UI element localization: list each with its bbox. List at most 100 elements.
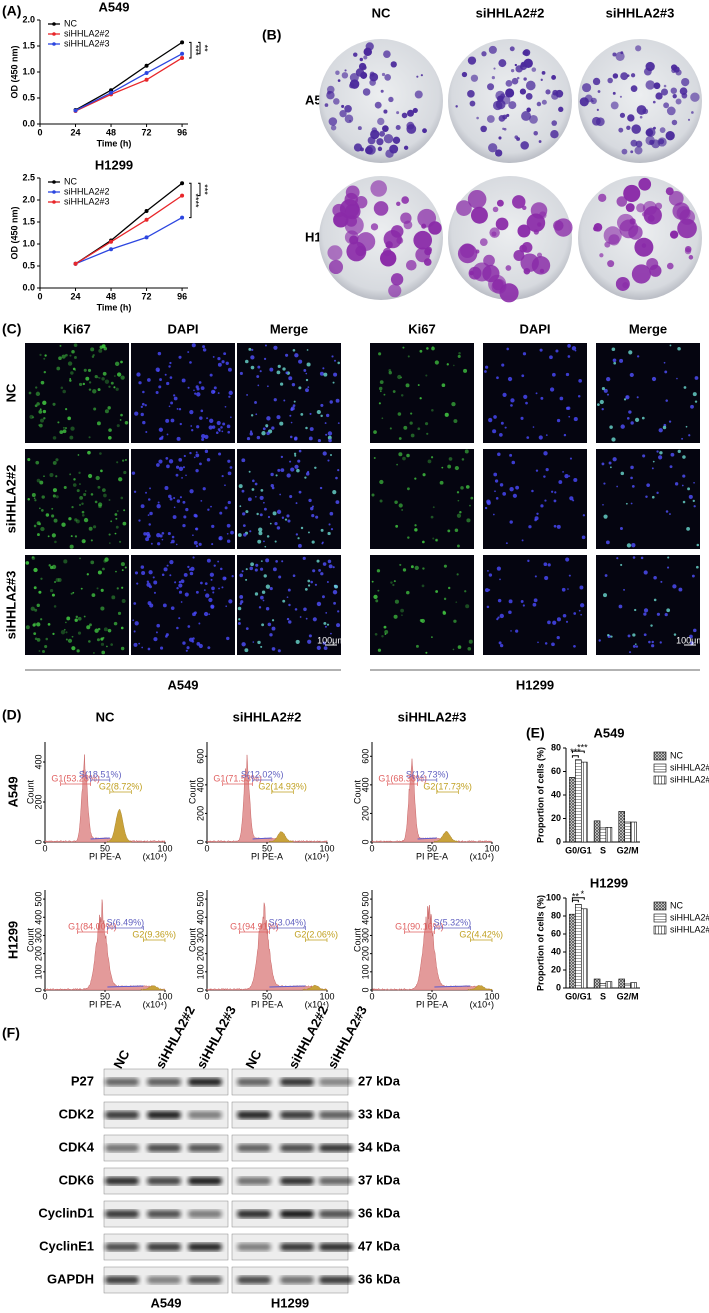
- cell-nucleus: [195, 453, 200, 458]
- cell-nucleus: [94, 500, 98, 504]
- colony: [382, 125, 389, 132]
- cell-nucleus: [148, 570, 153, 575]
- cell-nucleus: [457, 645, 462, 649]
- cell-nucleus: [422, 473, 426, 477]
- cell-nucleus: [77, 616, 82, 621]
- colony: [687, 118, 691, 121]
- gate-label: G1(53.28%): [51, 773, 100, 783]
- cell-nucleus: [146, 580, 150, 583]
- colony: [383, 50, 391, 58]
- cell-nucleus: [178, 590, 183, 594]
- cell-nucleus: [187, 386, 190, 389]
- x-tick-label: 0: [42, 843, 47, 853]
- cell-nucleus: [492, 513, 495, 516]
- y-tick-label: 0: [360, 839, 370, 844]
- row-header: NC: [3, 383, 18, 402]
- cell-nucleus: [484, 370, 487, 373]
- colony: [612, 52, 617, 57]
- s-phase-trace: [417, 837, 437, 840]
- colony: [390, 225, 404, 238]
- gate: [109, 790, 132, 794]
- colony: [618, 127, 624, 133]
- cell-nucleus: [148, 585, 152, 589]
- colony: [634, 146, 643, 155]
- colony: [416, 75, 419, 78]
- cell-nucleus: [37, 533, 40, 537]
- micrograph: [370, 555, 474, 655]
- cell-nucleus: [141, 570, 146, 575]
- band: [237, 1276, 271, 1284]
- bar: [575, 759, 582, 843]
- cell-nucleus: [286, 617, 290, 621]
- colony: [525, 92, 533, 100]
- cell-nucleus: [91, 355, 95, 358]
- colony: [488, 143, 498, 153]
- cell-nucleus: [207, 508, 210, 511]
- cell-nucleus: [407, 536, 410, 539]
- cell-nucleus: [632, 644, 636, 648]
- cell-nucleus: [499, 578, 501, 581]
- significance-label: **: [572, 892, 580, 902]
- cell-nucleus: [456, 513, 462, 518]
- cell-nucleus: [121, 459, 125, 462]
- cell-nucleus: [466, 518, 471, 523]
- cell-nucleus: [104, 409, 109, 414]
- cell-nucleus: [176, 626, 179, 630]
- colony: [681, 92, 688, 99]
- x-axis-unit: (x10⁴): [305, 851, 329, 861]
- cell-nucleus: [643, 608, 649, 613]
- cell-nucleus: [67, 638, 73, 643]
- x-axis-label: Time (h): [97, 138, 132, 148]
- y-axis-label: Proportion of cells (%): [535, 747, 545, 843]
- cell-nucleus: [305, 617, 308, 620]
- cell-nucleus: [310, 580, 313, 584]
- cell-nucleus: [145, 491, 147, 494]
- cell-nucleus: [278, 575, 282, 579]
- cell-nucleus: [650, 624, 653, 627]
- cell-nucleus: [494, 490, 496, 493]
- cell-nucleus: [526, 436, 530, 439]
- cell-nucleus: [616, 557, 619, 560]
- cell-nucleus: [295, 533, 299, 536]
- cell-nucleus: [610, 635, 613, 638]
- colony: [327, 90, 331, 95]
- cell-nucleus: [201, 433, 206, 439]
- cell-nucleus: [43, 370, 47, 374]
- cell-nucleus: [114, 361, 120, 367]
- cell-nucleus: [289, 435, 293, 439]
- cell-nucleus: [148, 523, 151, 526]
- cell-nucleus: [125, 459, 127, 461]
- cell-nucleus: [578, 609, 581, 612]
- cell-nucleus: [121, 599, 126, 603]
- cell-nucleus: [227, 459, 231, 463]
- cell-nucleus: [414, 524, 417, 527]
- y-tick-label: 2.0: [22, 194, 35, 204]
- cell-nucleus: [118, 477, 123, 482]
- y-tick-label: 400: [195, 910, 205, 925]
- cell-nucleus: [630, 465, 634, 470]
- y-axis-label: Count: [352, 780, 362, 805]
- cell-nucleus: [603, 593, 608, 598]
- cell-nucleus: [316, 645, 321, 650]
- cell-nucleus: [582, 514, 586, 517]
- cell-nucleus: [71, 635, 74, 638]
- cell-nucleus: [153, 637, 158, 642]
- cell-nucleus: [71, 646, 76, 651]
- cell-nucleus: [612, 358, 617, 363]
- data-point: [73, 261, 78, 266]
- cell-nucleus: [241, 458, 246, 463]
- colony: [355, 196, 368, 209]
- colony: [503, 127, 507, 131]
- colony: [655, 92, 663, 100]
- colony: [412, 107, 418, 114]
- cell-nucleus: [180, 579, 185, 584]
- cell-nucleus: [31, 556, 34, 559]
- cell-nucleus: [158, 427, 164, 432]
- cell-nucleus: [499, 643, 504, 648]
- cell-nucleus: [120, 360, 123, 364]
- legend-marker: [52, 200, 56, 204]
- legend-marker: [52, 190, 56, 194]
- cell-nucleus: [323, 621, 327, 625]
- colony: [643, 206, 662, 225]
- cell-nucleus: [259, 513, 263, 517]
